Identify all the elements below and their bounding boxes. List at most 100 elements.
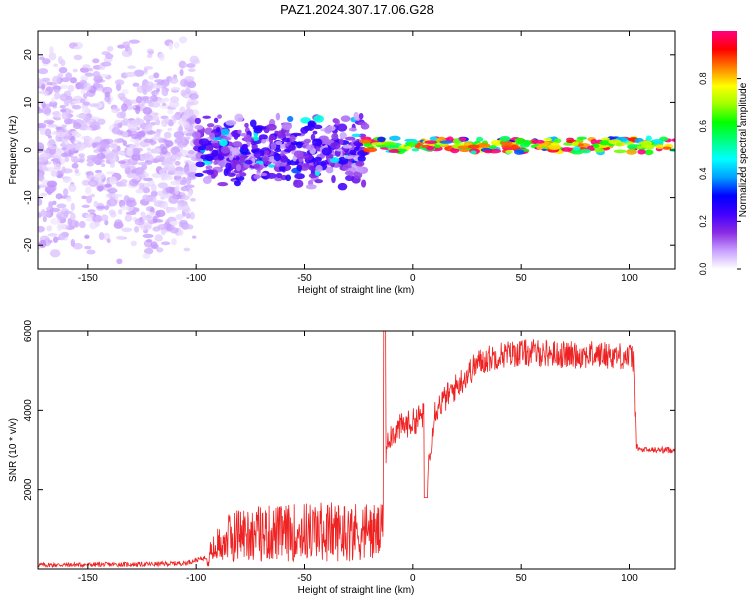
snr-y-ticks: 2000 4000 6000 xyxy=(23,319,675,501)
heatmap-cell xyxy=(136,95,143,104)
heatmap-cell xyxy=(132,82,140,87)
heatmap-cell xyxy=(572,141,579,147)
heatmap-cell xyxy=(147,196,157,203)
heatmap-cell xyxy=(72,122,82,130)
heatmap-cell xyxy=(71,104,82,110)
heatmap-cell xyxy=(205,155,214,162)
heatmap-cell xyxy=(357,155,366,162)
heatmap-cell xyxy=(184,87,191,95)
heatmap-cell xyxy=(60,108,67,113)
heatmap-cell xyxy=(232,141,243,148)
snr-frame xyxy=(37,330,676,570)
heatmap-cell xyxy=(121,89,129,95)
heatmap-cell xyxy=(146,238,153,243)
heatmap-cell xyxy=(60,84,69,89)
heatmap-cell xyxy=(48,52,57,61)
heatmap-cell xyxy=(293,150,304,158)
heatmap-cell xyxy=(273,153,281,162)
heatmap-cell xyxy=(157,224,168,230)
heatmap-cell xyxy=(275,143,281,150)
heatmap-cell xyxy=(644,149,654,156)
heatmap-cell xyxy=(355,161,365,167)
heatmap-cell xyxy=(191,235,197,239)
heatmap-cell xyxy=(101,61,112,67)
heatmap-cell xyxy=(457,145,471,149)
heatmap-cell xyxy=(553,138,562,144)
heatmap-cell xyxy=(38,145,45,153)
heatmap-cell xyxy=(363,142,372,147)
heatmap-cell xyxy=(424,140,438,145)
heatmap-cell xyxy=(177,229,184,236)
heatmap-cell xyxy=(72,242,83,250)
heatmap-cell xyxy=(349,149,357,155)
heatmap-cell xyxy=(154,155,166,161)
heatmap-cell xyxy=(86,161,94,167)
heatmap-cell xyxy=(85,214,94,219)
heatmap-cell xyxy=(184,166,190,175)
heatmap-cell xyxy=(176,151,183,157)
heatmap-cell xyxy=(205,165,213,170)
heatmap-cell xyxy=(339,132,347,140)
heatmap-cell xyxy=(142,107,153,115)
heatmap-cell xyxy=(72,68,78,73)
heatmap-cell xyxy=(109,161,116,168)
heatmap-cell xyxy=(187,172,198,178)
heatmap-cell xyxy=(305,184,317,190)
heatmap-cell xyxy=(637,149,646,155)
heatmap-cell xyxy=(134,218,145,226)
heatmap-cell xyxy=(159,103,170,109)
heatmap-cell xyxy=(46,225,53,232)
y-tick-label: 20 xyxy=(23,49,34,61)
heatmap-cell xyxy=(74,168,79,174)
heatmap-cell xyxy=(155,88,161,93)
heatmap-cell xyxy=(74,143,86,151)
heatmap-cell xyxy=(136,130,146,137)
heatmap-cell xyxy=(57,73,64,78)
heatmap-cell xyxy=(59,104,66,109)
spectrogram-heatmap xyxy=(38,36,675,265)
heatmap-cell xyxy=(86,195,93,204)
heatmap-cell xyxy=(162,97,170,103)
heatmap-cell xyxy=(253,163,261,169)
y-tick-label: 4000 xyxy=(23,399,34,422)
heatmap-cell xyxy=(131,153,142,161)
heatmap-cell xyxy=(51,97,56,103)
heatmap-cell xyxy=(250,140,257,146)
heatmap-cell xyxy=(84,116,91,123)
heatmap-cell xyxy=(70,219,78,228)
heatmap-cell xyxy=(97,184,104,192)
heatmap-cell xyxy=(345,136,356,141)
heatmap-cell xyxy=(312,138,323,147)
heatmap-cell xyxy=(84,72,94,77)
heatmap-cell xyxy=(169,227,179,234)
heatmap-cell xyxy=(38,225,45,233)
heatmap-cell xyxy=(127,65,136,70)
heatmap-cell xyxy=(156,99,164,104)
heatmap-cell xyxy=(223,168,229,177)
heatmap-cell xyxy=(50,218,61,225)
heatmap-cell xyxy=(187,150,195,155)
heatmap-cell xyxy=(125,148,134,157)
heatmap-cell xyxy=(354,166,363,172)
heatmap-cell xyxy=(238,172,247,177)
heatmap-cell xyxy=(450,147,460,154)
heatmap-cell xyxy=(158,169,166,175)
heatmap-cell xyxy=(122,117,129,126)
heatmap-cell xyxy=(120,205,127,211)
heatmap-cell xyxy=(143,177,153,182)
heatmap-cell xyxy=(531,139,545,144)
spectrogram-y-axis-label: Frequency (Hz) xyxy=(8,116,19,185)
snr-series-line xyxy=(38,331,675,569)
heatmap-cell xyxy=(258,134,268,140)
heatmap-cell xyxy=(46,180,58,188)
heatmap-cell xyxy=(75,113,87,119)
heatmap-cell xyxy=(594,147,605,153)
heatmap-cell xyxy=(104,205,109,211)
heatmap-cell xyxy=(361,179,367,188)
heatmap-cell xyxy=(168,195,179,204)
heatmap-cell xyxy=(135,105,141,115)
heatmap-cell xyxy=(49,46,54,54)
heatmap-cell xyxy=(124,71,136,78)
heatmap-cell xyxy=(104,183,112,188)
heatmap-cell xyxy=(160,241,171,246)
